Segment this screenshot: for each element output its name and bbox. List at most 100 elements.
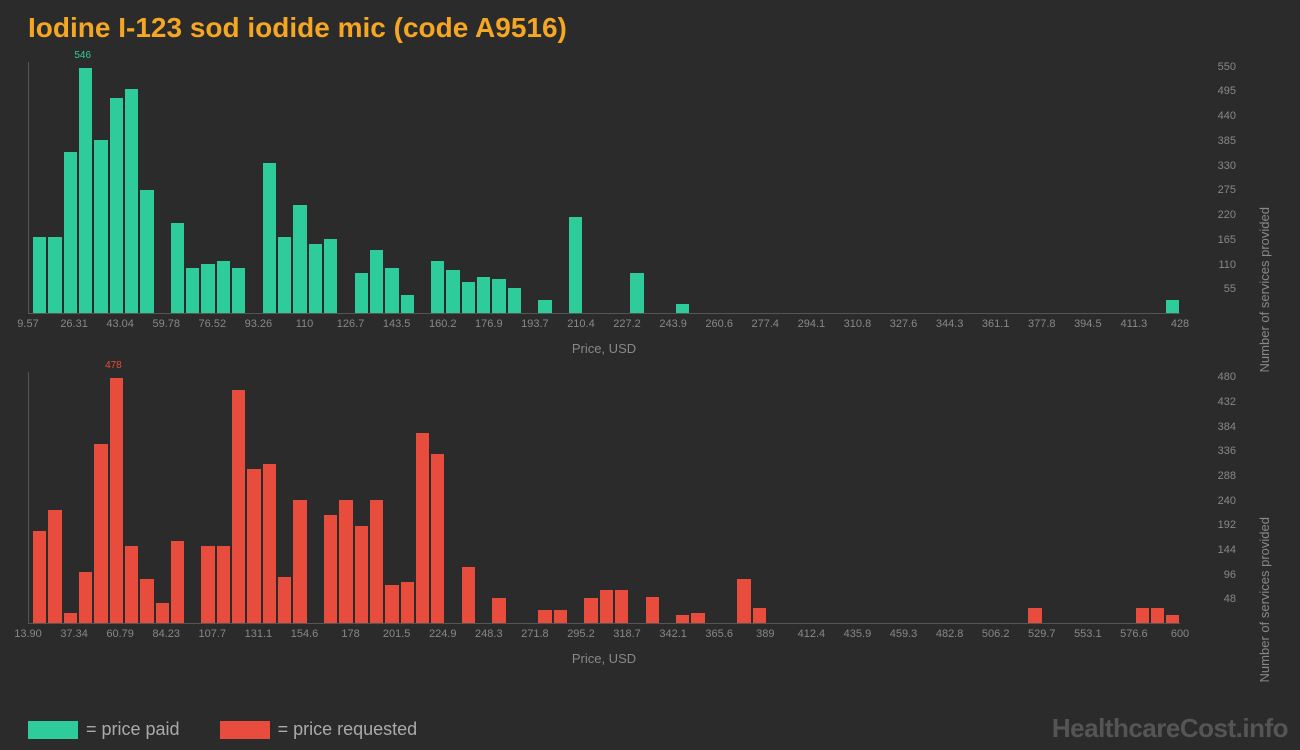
x-tick: 93.26 xyxy=(245,318,273,330)
page-title: Iodine I-123 sod iodide mic (code A9516) xyxy=(0,0,1300,52)
y-tick: 240 xyxy=(1196,495,1236,507)
x-tick: 154.6 xyxy=(291,628,319,640)
x-tick: 143.5 xyxy=(383,318,411,330)
x-tick: 59.78 xyxy=(152,318,180,330)
y-tick: 55 xyxy=(1196,283,1236,295)
x-ticks-requested: 13.9037.3460.7984.23107.7131.1154.617820… xyxy=(28,628,1180,644)
y-tick: 550 xyxy=(1196,61,1236,73)
x-tick: 428 xyxy=(1171,318,1189,330)
x-tick: 224.9 xyxy=(429,628,457,640)
bar xyxy=(753,608,766,623)
bar xyxy=(676,615,689,623)
bar xyxy=(64,613,77,623)
bar xyxy=(64,152,77,313)
x-tick: 277.4 xyxy=(752,318,780,330)
peak-label-requested: 478 xyxy=(105,360,122,371)
y-tick: 480 xyxy=(1196,371,1236,383)
legend-label-requested: = price requested xyxy=(278,719,418,740)
bar xyxy=(324,515,337,623)
chart-requested: 478 13.9037.3460.7984.23107.7131.1154.61… xyxy=(28,362,1260,672)
bar xyxy=(477,277,490,313)
x-tick: 176.9 xyxy=(475,318,503,330)
bar xyxy=(79,68,92,313)
x-tick: 160.2 xyxy=(429,318,457,330)
x-tick: 193.7 xyxy=(521,318,549,330)
bar xyxy=(431,261,444,313)
x-tick: 412.4 xyxy=(798,628,826,640)
x-axis-label: Price, USD xyxy=(28,651,1180,666)
bar xyxy=(462,567,475,623)
x-tick: 248.3 xyxy=(475,628,503,640)
x-tick: 389 xyxy=(756,628,774,640)
x-tick: 295.2 xyxy=(567,628,595,640)
bar xyxy=(431,454,444,623)
bar xyxy=(186,268,199,313)
x-tick: 131.1 xyxy=(245,628,273,640)
bar xyxy=(401,582,414,623)
bar xyxy=(232,390,245,623)
bar xyxy=(94,444,107,623)
y-axis-label: Number of services provided xyxy=(1257,207,1272,372)
bar xyxy=(110,378,123,623)
y-ticks-requested: 4896144192240288336384432480 xyxy=(1184,372,1236,624)
x-tick: 260.6 xyxy=(705,318,733,330)
bar xyxy=(1136,608,1149,623)
y-tick: 144 xyxy=(1196,544,1236,556)
y-tick: 330 xyxy=(1196,160,1236,172)
bar xyxy=(217,546,230,623)
bar xyxy=(554,610,567,623)
y-tick: 110 xyxy=(1196,259,1236,271)
bar xyxy=(1028,608,1041,623)
legend: = price paid = price requested xyxy=(28,719,417,740)
bar xyxy=(263,163,276,313)
y-tick: 275 xyxy=(1196,184,1236,196)
x-tick: 126.7 xyxy=(337,318,365,330)
x-tick: 377.8 xyxy=(1028,318,1056,330)
bar xyxy=(110,98,123,313)
bar xyxy=(508,288,521,313)
legend-item-requested: = price requested xyxy=(220,719,418,740)
x-tick: 435.9 xyxy=(844,628,872,640)
bar xyxy=(492,279,505,313)
y-tick: 165 xyxy=(1196,234,1236,246)
x-tick: 60.79 xyxy=(106,628,134,640)
bar xyxy=(416,433,429,623)
y-tick: 192 xyxy=(1196,519,1236,531)
bar xyxy=(232,268,245,313)
bars-paid xyxy=(29,62,1180,313)
bar xyxy=(462,282,475,313)
bar xyxy=(492,598,505,623)
bar xyxy=(538,300,551,313)
bar xyxy=(385,268,398,313)
y-tick: 432 xyxy=(1196,396,1236,408)
bar xyxy=(401,295,414,313)
x-tick: 110 xyxy=(296,318,314,330)
bar xyxy=(1151,608,1164,623)
x-axis-label: Price, USD xyxy=(28,341,1180,356)
x-tick: 365.6 xyxy=(705,628,733,640)
bar xyxy=(125,89,138,313)
x-tick: 37.34 xyxy=(60,628,88,640)
x-tick: 210.4 xyxy=(567,318,595,330)
y-tick: 384 xyxy=(1196,421,1236,433)
bars-requested xyxy=(29,372,1180,623)
bar xyxy=(615,590,628,623)
bar xyxy=(324,239,337,313)
x-tick: 327.6 xyxy=(890,318,918,330)
bar xyxy=(140,579,153,623)
y-tick: 220 xyxy=(1196,209,1236,221)
bar xyxy=(630,273,643,313)
bar xyxy=(201,546,214,623)
y-tick: 495 xyxy=(1196,85,1236,97)
x-tick: 310.8 xyxy=(844,318,872,330)
y-tick: 288 xyxy=(1196,470,1236,482)
bar xyxy=(385,585,398,623)
x-tick: 553.1 xyxy=(1074,628,1102,640)
x-tick: 43.04 xyxy=(106,318,134,330)
x-tick: 600 xyxy=(1171,628,1189,640)
bar xyxy=(370,500,383,623)
bar xyxy=(247,469,260,623)
bar xyxy=(600,590,613,623)
bar xyxy=(370,250,383,313)
bar xyxy=(201,264,214,313)
